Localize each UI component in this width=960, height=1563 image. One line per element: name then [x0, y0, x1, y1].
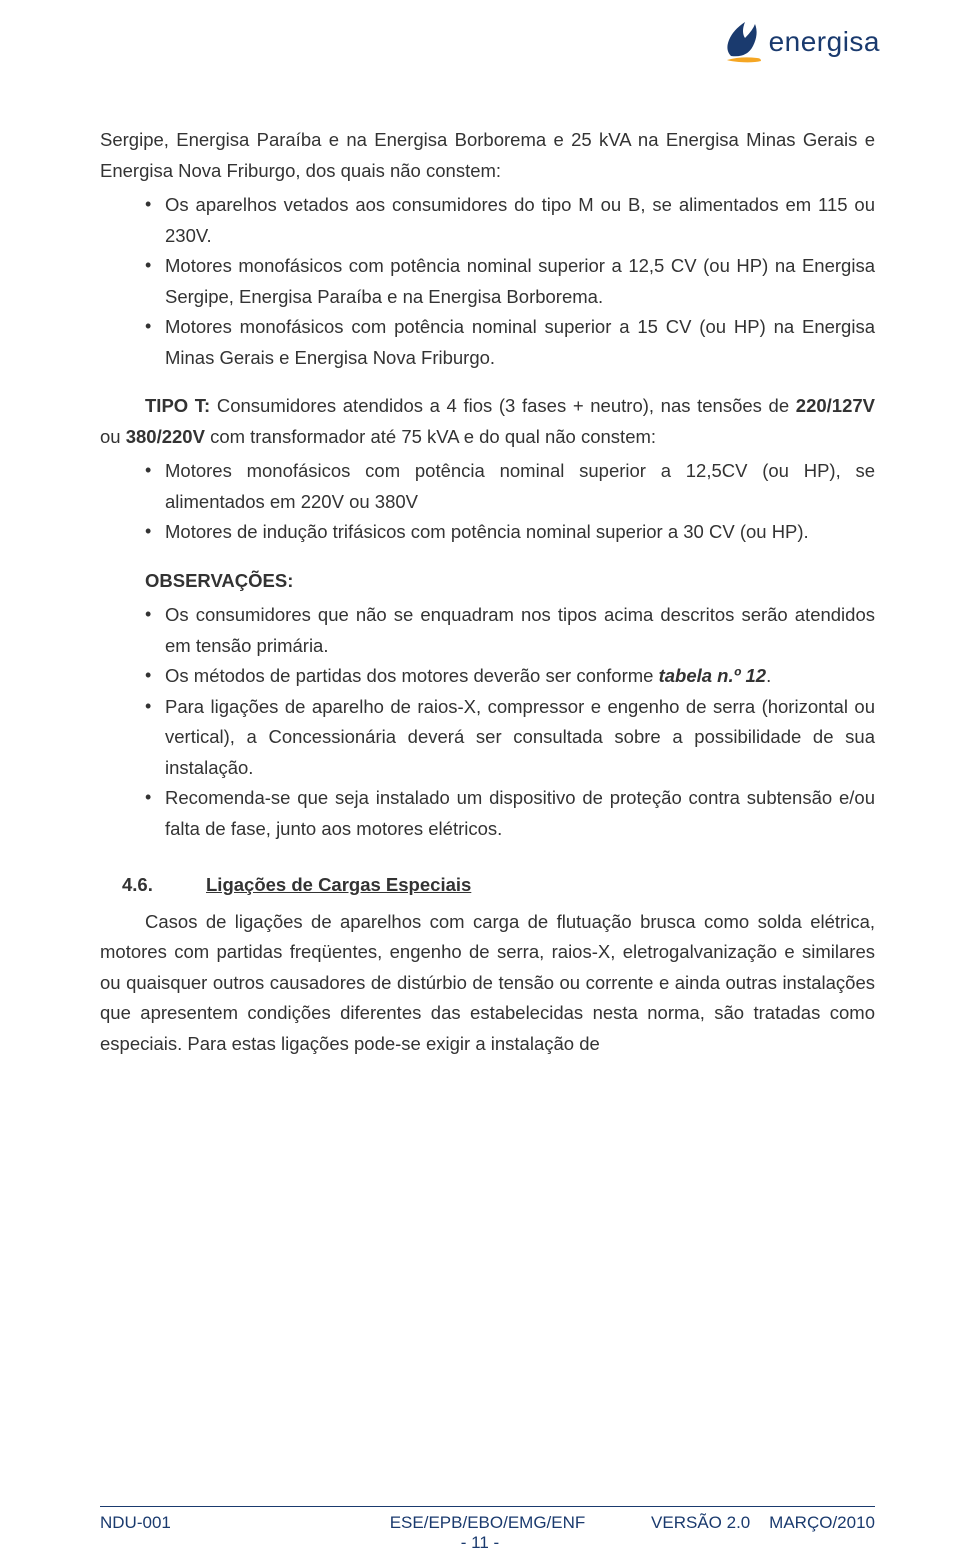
list-item: Os consumidores que não se enquadram nos…: [145, 600, 875, 661]
section-title: Ligações de Cargas Especiais: [206, 874, 471, 895]
list-item: Os métodos de partidas dos motores dever…: [145, 661, 875, 692]
list-item: Motores monofásicos com potência nominal…: [145, 456, 875, 517]
observations-heading: OBSERVAÇÕES:: [100, 566, 875, 597]
tipo-t-mid: ou: [100, 426, 126, 447]
section-heading: 4.6. Ligações de Cargas Especiais: [100, 870, 875, 901]
tipo-t-label: TIPO T:: [145, 395, 210, 416]
list-item: Motores de indução trifásicos com potênc…: [145, 517, 875, 548]
footer-version-date: VERSÃO 2.0 MARÇO/2010: [651, 1513, 875, 1533]
tipo-t-voltage-2: 380/220V: [126, 426, 205, 447]
intro-paragraph: Sergipe, Energisa Paraíba e na Energisa …: [100, 125, 875, 186]
tipo-t-text-1: Consumidores atendidos a 4 fios (3 fases…: [210, 395, 796, 416]
document-content: Sergipe, Energisa Paraíba e na Energisa …: [100, 30, 875, 1059]
list-item: Motores monofásicos com potência nominal…: [145, 312, 875, 373]
list-item: Recomenda-se que seja instalado um dispo…: [145, 783, 875, 844]
section-number: 4.6.: [122, 870, 153, 901]
page-footer: NDU-001 ESE/EPB/EBO/EMG/ENF VERSÃO 2.0 M…: [100, 1506, 875, 1533]
footer-center-code: ESE/EPB/EBO/EMG/ENF: [390, 1513, 586, 1533]
logo-icon: [723, 20, 763, 64]
tipo-t-bullet-list: Motores monofásicos com potência nominal…: [100, 456, 875, 548]
obs-table-ref: tabela n.º 12: [659, 665, 767, 686]
tipo-t-after: com transformador até 75 kVA e do qual n…: [205, 426, 656, 447]
list-item: Para ligações de aparelho de raios-X, co…: [145, 692, 875, 784]
obs-text-before: Os métodos de partidas dos motores dever…: [165, 665, 659, 686]
footer-doc-code: NDU-001: [100, 1513, 171, 1533]
list-item: Motores monofásicos com potência nominal…: [145, 251, 875, 312]
intro-bullet-list: Os aparelhos vetados aos consumidores do…: [100, 190, 875, 373]
page-number: - 11 -: [461, 1533, 499, 1553]
observations-list: Os consumidores que não se enquadram nos…: [100, 600, 875, 844]
document-page: energisa Sergipe, Energisa Paraíba e na …: [0, 0, 960, 1563]
company-logo: energisa: [723, 20, 880, 64]
obs-text-after: .: [766, 665, 771, 686]
list-item: Os aparelhos vetados aos consumidores do…: [145, 190, 875, 251]
tipo-t-paragraph: TIPO T: Consumidores atendidos a 4 fios …: [100, 391, 875, 452]
footer-version: VERSÃO 2.0: [651, 1513, 750, 1532]
section-body: Casos de ligações de aparelhos com carga…: [100, 907, 875, 1060]
footer-date: MARÇO/2010: [769, 1513, 875, 1532]
logo-text: energisa: [769, 26, 880, 58]
tipo-t-voltage-1: 220/127V: [796, 395, 875, 416]
